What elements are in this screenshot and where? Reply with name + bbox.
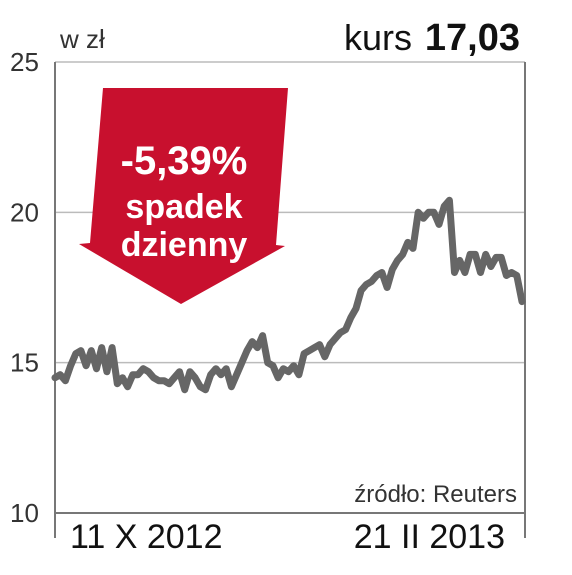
arrow-line1: spadek [125, 188, 242, 226]
decline-arrow: -5,39% spadek dzienny [79, 88, 288, 304]
kurs-label: kurs [344, 17, 412, 58]
y-tick-label-10: 10 [10, 498, 39, 528]
x-tick-label-start: 11 X 2012 [70, 518, 223, 556]
arrow-line2: dzienny [121, 226, 248, 264]
y-tick-label-15: 15 [10, 348, 39, 378]
x-tick-label-end: 21 II 2013 [354, 518, 505, 556]
kurs-value: 17,03 [425, 17, 520, 59]
price-line [51, 196, 526, 394]
y-tick-label-25: 25 [10, 47, 39, 77]
unit-label: w zł [59, 24, 105, 54]
y-tick-labels: 25 20 15 10 [10, 47, 39, 528]
decline-arrow-shape [79, 88, 288, 304]
y-tick-label-20: 20 [10, 197, 39, 227]
daily-change-value: -5,39% [121, 139, 248, 183]
source-label: źródło: Reuters [354, 481, 517, 508]
